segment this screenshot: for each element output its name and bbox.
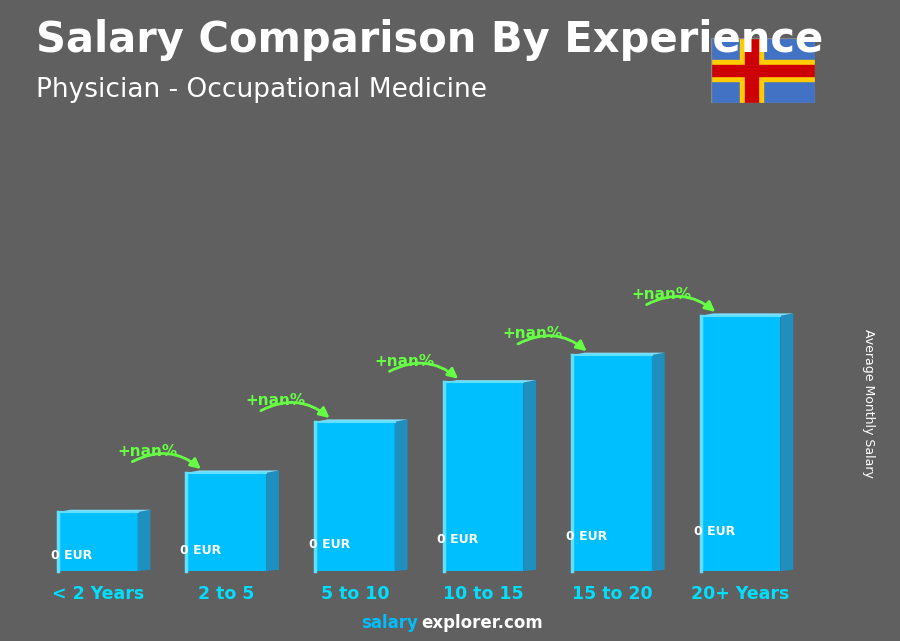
Polygon shape — [266, 470, 279, 571]
FancyBboxPatch shape — [58, 512, 138, 571]
Text: 0 EUR: 0 EUR — [566, 530, 607, 543]
Polygon shape — [572, 353, 665, 355]
Text: 0 EUR: 0 EUR — [694, 526, 735, 538]
Polygon shape — [444, 380, 536, 383]
Text: 0 EUR: 0 EUR — [437, 533, 479, 546]
Text: salary: salary — [362, 614, 418, 632]
FancyBboxPatch shape — [572, 355, 652, 571]
Text: 0 EUR: 0 EUR — [180, 544, 221, 557]
Polygon shape — [523, 380, 536, 571]
Text: +nan%: +nan% — [631, 287, 691, 302]
Text: 0 EUR: 0 EUR — [309, 538, 350, 551]
Text: +nan%: +nan% — [246, 393, 306, 408]
Polygon shape — [186, 470, 279, 473]
FancyBboxPatch shape — [186, 473, 266, 571]
Bar — [711, 60, 814, 81]
FancyBboxPatch shape — [701, 316, 780, 571]
Bar — [711, 65, 814, 76]
Polygon shape — [315, 419, 408, 422]
Polygon shape — [138, 510, 150, 571]
Polygon shape — [58, 510, 150, 512]
Polygon shape — [701, 313, 793, 316]
Polygon shape — [780, 313, 793, 571]
Text: +nan%: +nan% — [503, 326, 562, 341]
Bar — [740, 38, 763, 103]
Text: Physician - Occupational Medicine: Physician - Occupational Medicine — [36, 77, 487, 103]
Text: +nan%: +nan% — [117, 444, 177, 459]
Polygon shape — [395, 419, 408, 571]
Text: +nan%: +nan% — [374, 354, 435, 369]
Text: explorer.com: explorer.com — [421, 614, 543, 632]
Polygon shape — [652, 353, 665, 571]
FancyBboxPatch shape — [315, 422, 395, 571]
FancyBboxPatch shape — [444, 383, 523, 571]
Text: Average Monthly Salary: Average Monthly Salary — [862, 329, 875, 478]
Text: 0 EUR: 0 EUR — [51, 549, 93, 562]
Bar — [745, 38, 758, 103]
Text: Salary Comparison By Experience: Salary Comparison By Experience — [36, 19, 824, 62]
